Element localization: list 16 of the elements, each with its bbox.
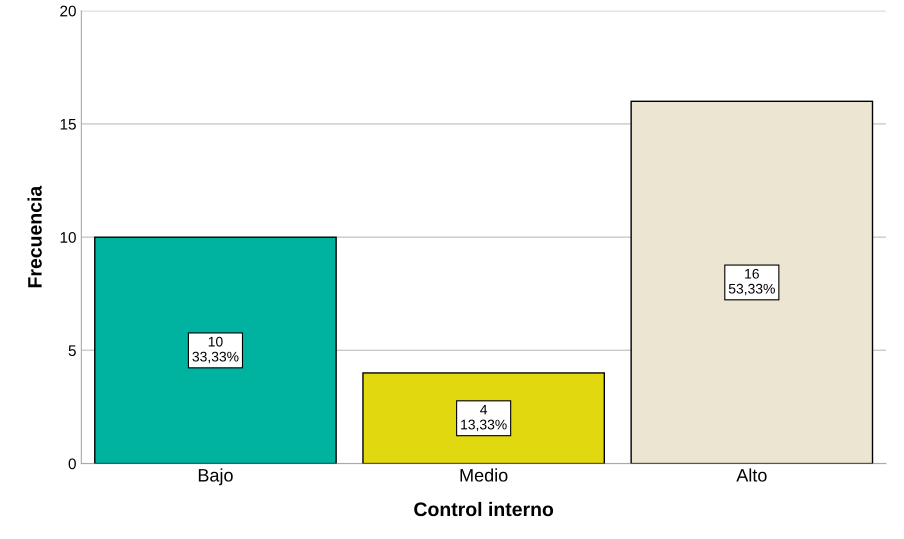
- data-label: 4 13,33%: [461, 404, 507, 432]
- x-tick-label: Medio: [460, 468, 508, 482]
- y-axis-title: Frecuencia: [27, 186, 42, 288]
- x-axis-title: Control interno: [414, 502, 554, 516]
- y-tick-label: 20: [60, 6, 76, 16]
- bar: [362, 372, 606, 464]
- bar: [94, 236, 337, 464]
- x-tick-label: Bajo: [198, 468, 233, 486]
- y-tick-label: 0: [68, 458, 76, 470]
- x-tick-label: Alto: [736, 468, 767, 482]
- data-label: 16 53,33%: [728, 268, 775, 296]
- data-label: 10 33,33%: [192, 336, 239, 364]
- y-tick-label: 15: [60, 118, 76, 130]
- y-tick-label: 10: [60, 232, 76, 243]
- y-tick-label: 5: [68, 345, 76, 356]
- bar: [630, 100, 874, 464]
